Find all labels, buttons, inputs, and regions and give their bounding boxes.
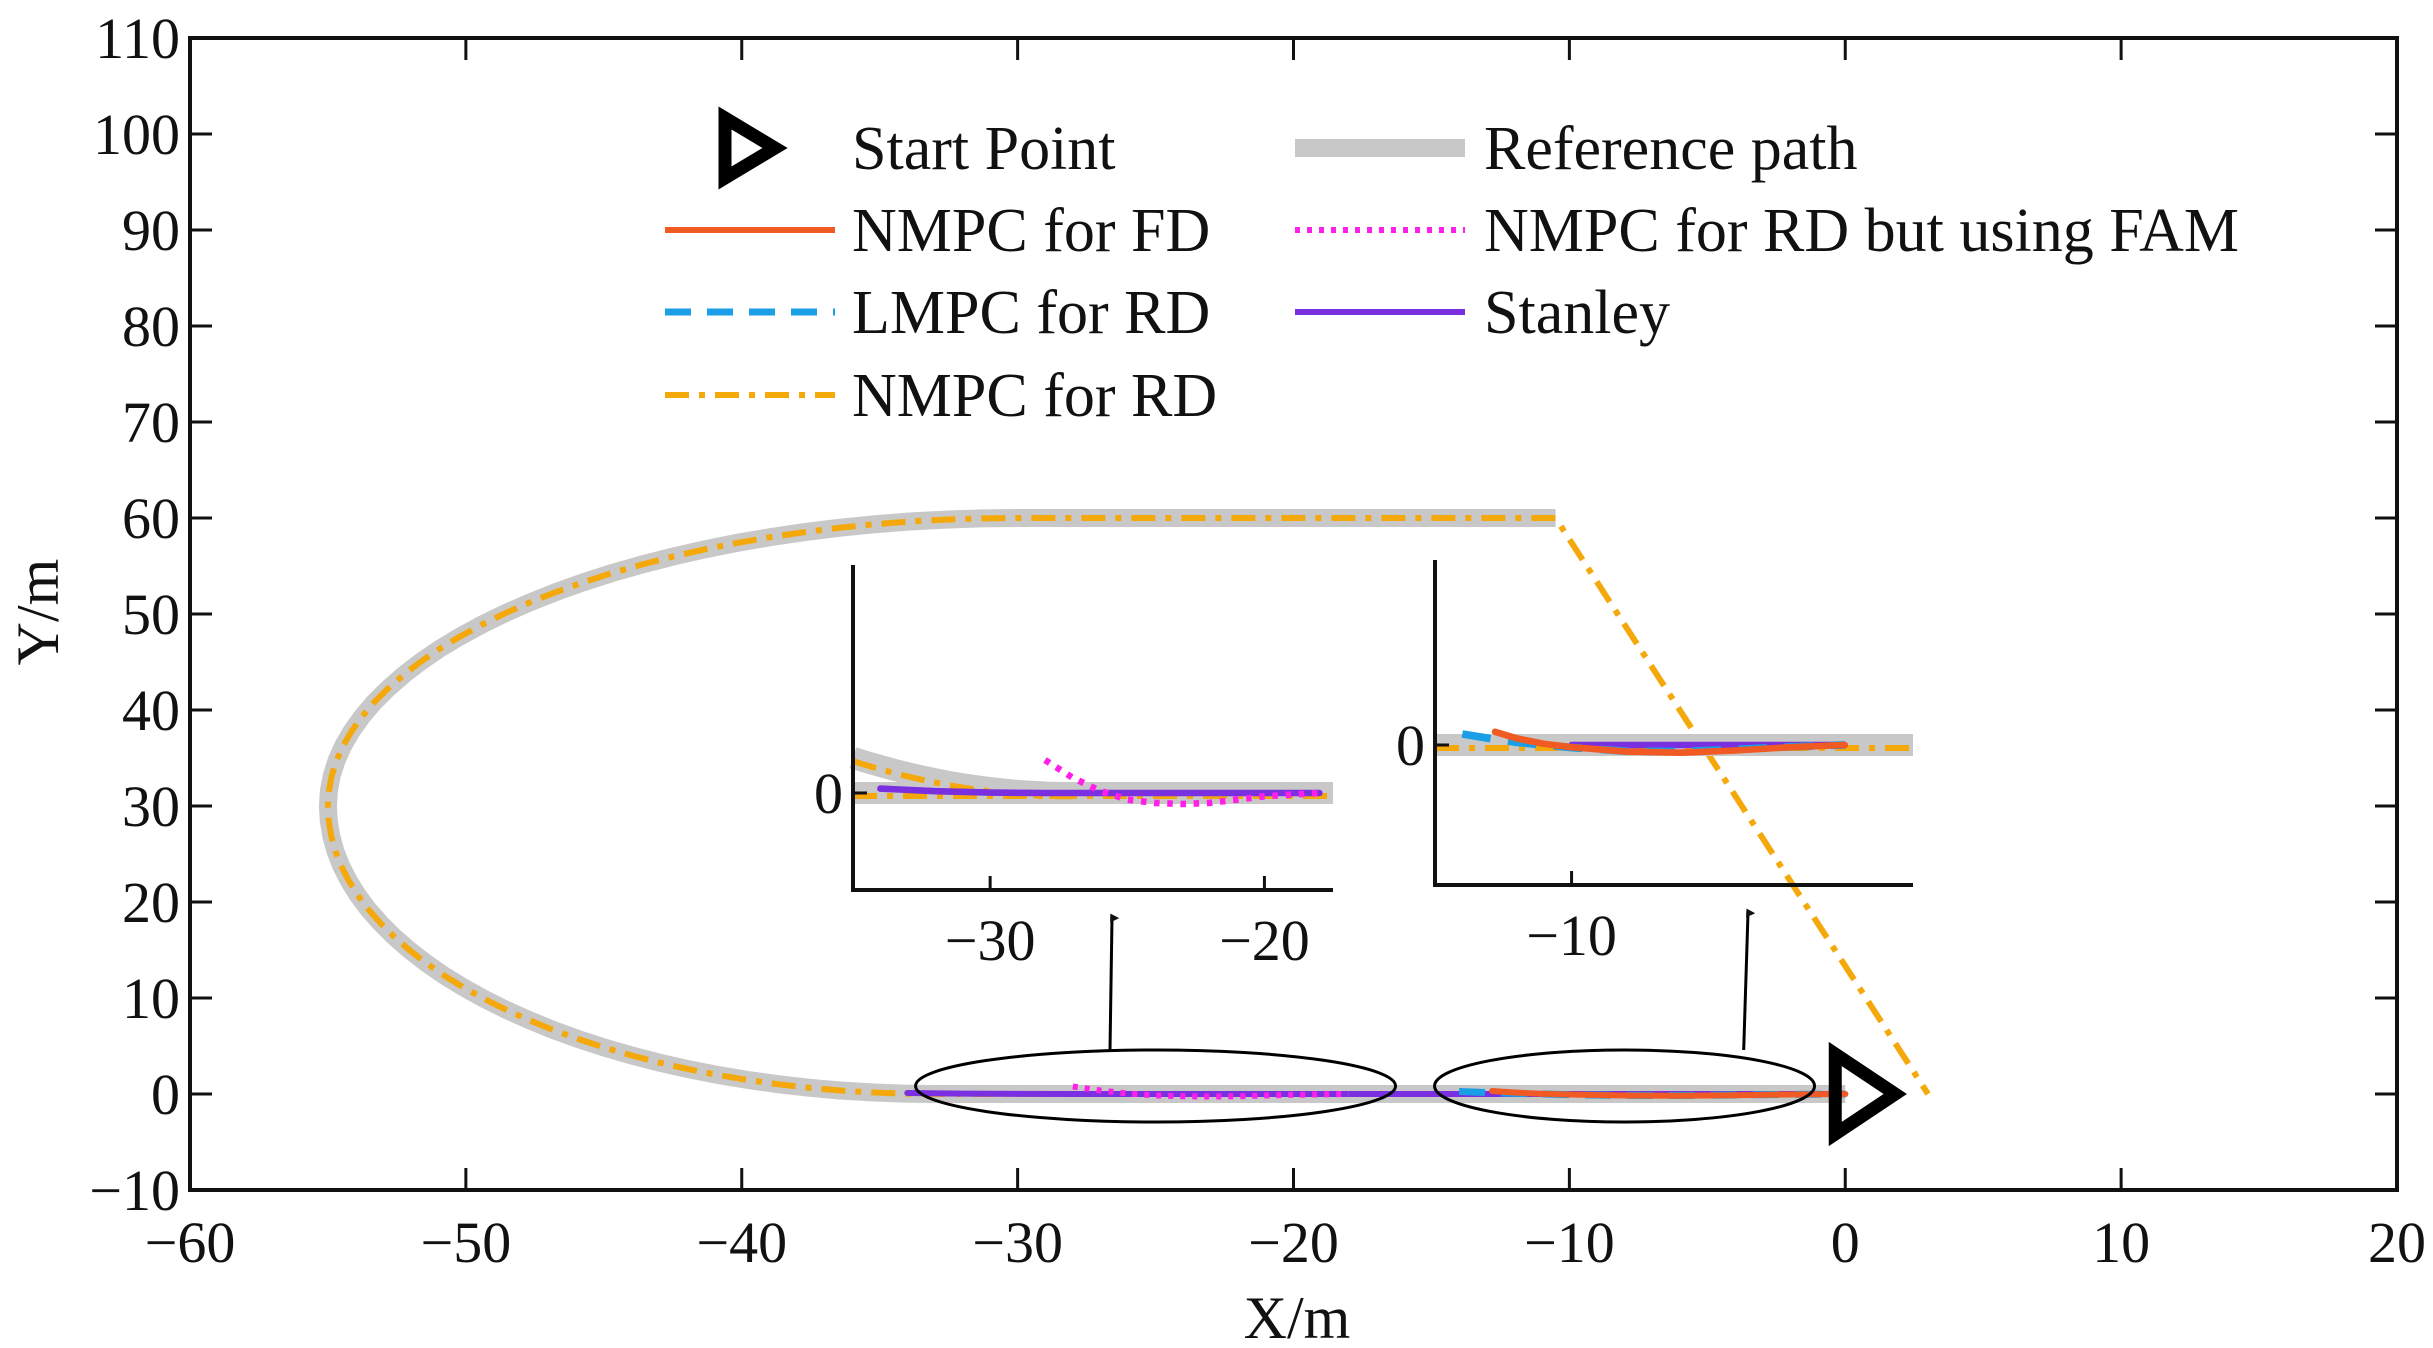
zoom-arrow: [1742, 908, 1756, 1051]
main-axes: −60 −50 −40 −30 −20 −10 0 10 20 −10 0 10 20 30 40 50 60 7…: [89, 6, 2426, 1275]
zoom-left: 0 −30 −20: [814, 565, 1333, 973]
y-tick-label: 40: [122, 678, 180, 743]
y-tick-label: 90: [122, 198, 180, 263]
legend-label: NMPC for FD: [852, 197, 1210, 265]
inset-nmpc-fd: [1491, 728, 1848, 757]
main-series: [318, 509, 1931, 1147]
legend-label: LMPC for RD: [852, 279, 1210, 347]
inset-x-tick-label: −20: [1219, 908, 1310, 973]
inset-y-tick-label: 0: [814, 761, 843, 826]
series-nmpc-fd: [1489, 1088, 1849, 1099]
legend-label: Start Point: [852, 115, 1116, 183]
legend-label: NMPC for RD but using FAM: [1484, 197, 2239, 265]
zoom-arrow: [1108, 913, 1120, 1051]
y-tick-label: 60: [122, 486, 180, 551]
inset-axes: [851, 565, 1333, 892]
x-tick-label: 0: [1831, 1210, 1860, 1275]
insets: 0 −30 −20 0 −10: [814, 560, 1913, 973]
legend: Start Point NMPC for FD LMPC for RD NMPC fo…: [665, 106, 2239, 430]
x-tick-label: −30: [972, 1210, 1063, 1275]
series-reference-path: [318, 509, 1846, 1103]
inset-axes: [1433, 560, 1913, 887]
legend-label: Reference path: [1484, 115, 1857, 183]
legend-key-start-point: [718, 106, 788, 190]
y-tick-label: 10: [122, 966, 180, 1031]
y-axis-label: Y/m: [5, 559, 71, 666]
x-tick-label: −40: [696, 1210, 787, 1275]
x-tick-label: 10: [2092, 1210, 2150, 1275]
x-tick-label: 20: [2368, 1210, 2426, 1275]
y-tick-label: 30: [122, 774, 180, 839]
inset-stanley: [877, 785, 1323, 797]
inset-nmpc-fam: [1043, 757, 1320, 808]
zoom-ellipses: [914, 908, 1817, 1124]
zoom-ellipse: [1433, 1048, 1817, 1124]
y-tick-label: 110: [95, 6, 180, 71]
start-point-marker: [1828, 1041, 1907, 1147]
legend-label: NMPC for RD: [852, 362, 1217, 430]
y-tick-label: 80: [122, 294, 180, 359]
zoom-ellipse: [914, 1048, 1398, 1124]
x-tick-label: −60: [145, 1210, 236, 1275]
inset-x-tick-label: −30: [945, 908, 1036, 973]
y-tick-label: 100: [93, 102, 180, 167]
legend-label: Stanley: [1484, 279, 1670, 347]
series-nmpc-fam: [1072, 1083, 1349, 1100]
series-nmpc-rd: [324, 515, 1931, 1097]
y-tick-label: 70: [122, 390, 180, 455]
y-tick-label: 0: [151, 1062, 180, 1127]
y-tick-label: 50: [122, 582, 180, 647]
x-tick-label: −50: [421, 1210, 512, 1275]
inset-x-tick-label: −10: [1526, 903, 1617, 968]
y-tick-label: −10: [89, 1158, 180, 1223]
x-axis-label: X/m: [1244, 1285, 1351, 1348]
zoom-right: 0 −10: [1396, 560, 1913, 968]
inset-y-tick-label: 0: [1396, 713, 1425, 778]
x-tick-label: −20: [1248, 1210, 1339, 1275]
y-tick-label: 20: [122, 870, 180, 935]
x-tick-label: −10: [1524, 1210, 1615, 1275]
